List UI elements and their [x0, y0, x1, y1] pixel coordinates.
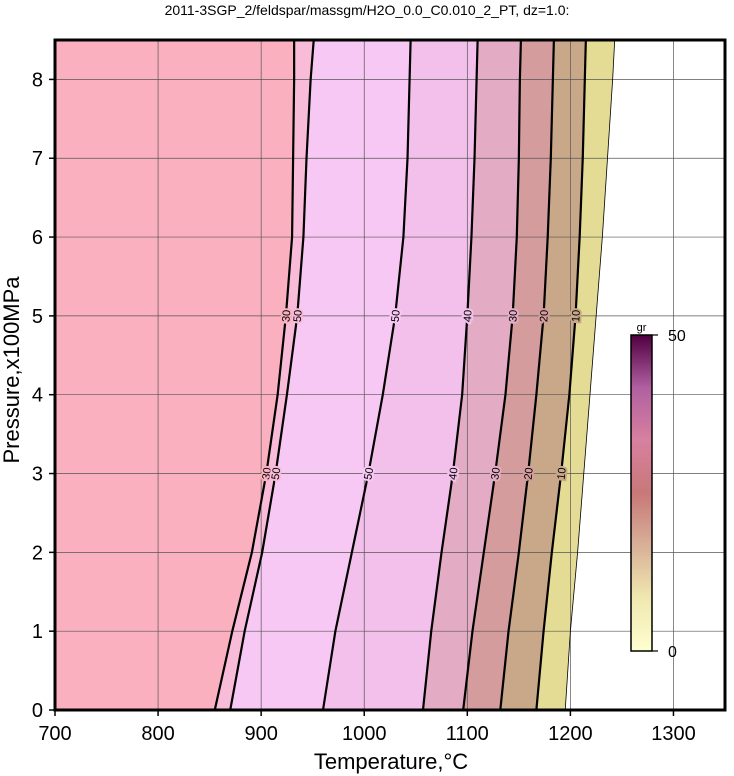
- contour-label: 50: [390, 309, 403, 322]
- x-axis-label: Temperature,°C: [314, 749, 468, 774]
- contour-band: [55, 40, 295, 710]
- contour-line: [421, 39, 479, 711]
- y-tick-label: 1: [32, 621, 43, 643]
- x-tick-label: 1300: [651, 723, 696, 745]
- colorbar-tick-label: 50: [668, 328, 686, 345]
- contour-label: 30: [280, 309, 293, 322]
- contour-label: 10: [555, 467, 568, 480]
- contour-label: 20: [538, 310, 551, 323]
- x-tick-label: 1000: [342, 723, 387, 745]
- y-axis-label: Pressure,x100MPa: [0, 276, 24, 464]
- x-tick-label: 1100: [446, 723, 489, 745]
- x-tick-label: 1200: [548, 723, 593, 745]
- x-tick-label: 800: [141, 723, 174, 745]
- x-tick-label: 700: [38, 723, 71, 745]
- y-tick-label: 2: [32, 542, 43, 564]
- y-tick-label: 3: [32, 464, 43, 486]
- colorbar: [630, 334, 653, 652]
- contour-label: 50: [270, 467, 284, 481]
- y-tick-label: 6: [32, 227, 43, 249]
- contour-band: [214, 40, 314, 710]
- contour-band: [230, 40, 411, 710]
- colorbar-label: gr: [637, 322, 647, 334]
- contour-label: 10: [570, 310, 583, 323]
- contour-band: [422, 40, 521, 710]
- y-tick-label: 4: [32, 385, 43, 407]
- contour-label: 50: [292, 309, 305, 322]
- contour-band: [500, 40, 586, 710]
- chart-title: 2011-3SGP_2/feldspar/massgm/H2O_0.0_C0.0…: [165, 2, 570, 18]
- y-tick-label: 0: [32, 700, 43, 722]
- contour-label: 50: [362, 467, 376, 481]
- contour-line: [535, 39, 587, 711]
- contour-line: [213, 40, 296, 711]
- contour-label: 30: [489, 467, 502, 481]
- y-tick-label: 8: [32, 69, 43, 91]
- contour-line: [321, 39, 412, 711]
- contour-band: [536, 40, 615, 710]
- contour-label: 20: [523, 467, 536, 480]
- contour-label: 40: [447, 467, 460, 481]
- colorbar-tick-label: 0: [668, 644, 677, 661]
- x-tick-label: 900: [244, 723, 277, 745]
- contour-band: [323, 40, 478, 710]
- contour-line: [229, 39, 315, 711]
- contour-line: [564, 39, 616, 711]
- contour-label: 30: [260, 467, 274, 481]
- contour-line: [462, 39, 523, 711]
- contour-line: [499, 39, 555, 711]
- contour-label: 30: [507, 310, 520, 323]
- y-tick-label: 7: [32, 148, 43, 170]
- y-tick-label: 5: [32, 306, 43, 328]
- contour-label: 40: [462, 310, 475, 323]
- plot-frame: [53, 38, 727, 712]
